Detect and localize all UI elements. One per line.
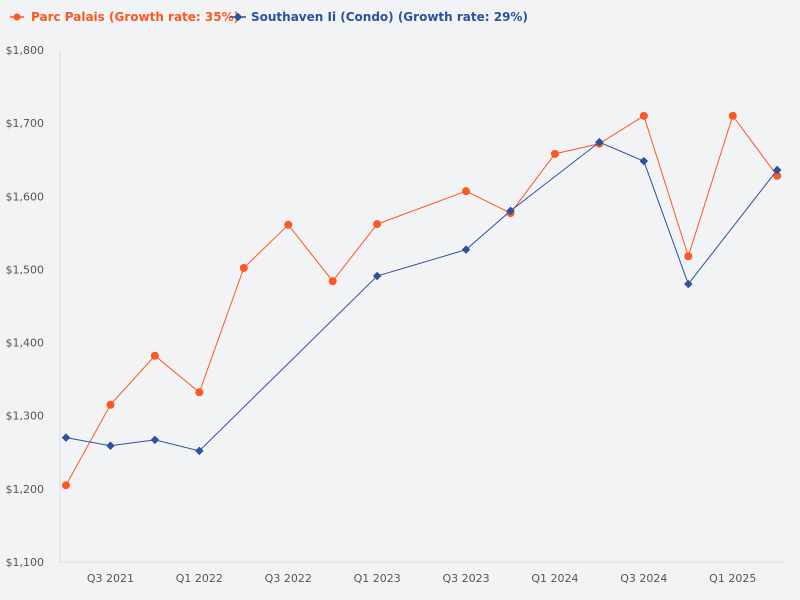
x-tick-label: Q3 2023: [442, 572, 489, 585]
legend-marker-circle: [13, 13, 21, 21]
legend-item-southaven[interactable]: Southaven Ii (Condo) (Growth rate: 29%): [230, 10, 528, 24]
data-point[interactable]: [684, 279, 693, 289]
data-point[interactable]: [462, 187, 471, 196]
x-tick-label: Q1 2023: [354, 572, 401, 585]
data-point[interactable]: [328, 277, 337, 286]
legend: Parc Palais (Growth rate: 35%) Southaven…: [10, 10, 528, 24]
data-point[interactable]: [373, 220, 382, 229]
data-point[interactable]: [639, 111, 648, 120]
y-tick-label: $1,600: [6, 190, 45, 203]
data-point[interactable]: [284, 220, 293, 229]
data-point[interactable]: [684, 252, 693, 261]
x-tick-label: Q1 2024: [531, 572, 578, 585]
data-point[interactable]: [106, 400, 115, 409]
data-point[interactable]: [150, 351, 159, 360]
data-point[interactable]: [106, 441, 115, 450]
data-point[interactable]: [461, 245, 471, 254]
legend-item-parc-palais[interactable]: Parc Palais (Growth rate: 35%): [10, 10, 239, 24]
y-tick-label: $1,200: [6, 483, 45, 496]
data-point[interactable]: [639, 156, 649, 166]
x-tick-label: Q1 2025: [709, 572, 756, 585]
data-point[interactable]: [150, 435, 160, 445]
y-tick-label: $1,500: [6, 263, 45, 276]
data-point[interactable]: [772, 165, 782, 175]
data-point[interactable]: [62, 481, 70, 490]
y-tick-label: $1,800: [6, 44, 45, 57]
x-tick-label: Q1 2022: [176, 572, 223, 585]
series-1: [61, 137, 782, 456]
y-tick-label: $1,300: [6, 410, 45, 423]
data-point[interactable]: [550, 149, 559, 158]
series-line: [65, 141, 778, 452]
data-point[interactable]: [372, 271, 382, 281]
data-point[interactable]: [773, 171, 782, 180]
legend-label: Parc Palais (Growth rate: 35%): [31, 10, 239, 24]
data-point[interactable]: [195, 388, 204, 397]
x-tick-label: Q3 2022: [265, 572, 312, 585]
legend-label: Southaven Ii (Condo) (Growth rate: 29%): [251, 10, 528, 24]
y-tick-label: $1,100: [6, 556, 45, 569]
data-point[interactable]: [195, 446, 204, 456]
series-0: [62, 111, 782, 490]
data-point[interactable]: [239, 263, 248, 272]
y-tick-label: $1,400: [6, 337, 45, 350]
series-line: [65, 114, 778, 486]
x-tick-label: Q3 2021: [87, 572, 134, 585]
data-point[interactable]: [728, 111, 737, 120]
y-tick-label: $1,700: [6, 117, 45, 130]
data-point[interactable]: [61, 433, 71, 442]
x-tick-label: Q3 2024: [620, 572, 667, 585]
